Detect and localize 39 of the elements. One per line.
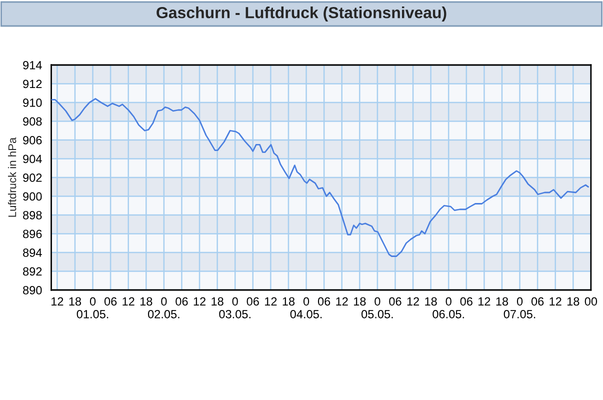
- x-tick-label: 18: [282, 297, 295, 306]
- y-tick-label: 894: [23, 248, 42, 257]
- x-tick-label: 12: [122, 297, 134, 306]
- y-tick-label: 898: [23, 211, 42, 220]
- x-tick-label: 06: [104, 297, 117, 306]
- x-tick-label: 18: [567, 297, 580, 306]
- y-tick-label: 900: [23, 192, 42, 201]
- x-tick-label: 06: [531, 297, 544, 306]
- y-tick-label: 896: [23, 230, 42, 238]
- x-tick-label: 18: [354, 297, 366, 306]
- x-tick-label: 06: [246, 297, 259, 306]
- x-tick-label: 00: [584, 297, 598, 306]
- x-tick-label: 18: [212, 297, 224, 306]
- x-tick-label: 12: [550, 297, 562, 306]
- y-tick-label: 912: [23, 80, 42, 88]
- x-tick-label: 06: [318, 297, 330, 306]
- x-tick-label: 12: [336, 297, 348, 306]
- y-tick-label: 910: [23, 98, 42, 107]
- y-tick-label: 890: [23, 286, 42, 294]
- chart-title: Gaschurn - Luftdruck (Stationsniveau): [156, 6, 446, 22]
- y-tick-label: 892: [23, 267, 42, 276]
- y-tick-label: 908: [23, 117, 42, 126]
- y-tick-label: 904: [23, 154, 42, 164]
- x-tick-label: 18: [425, 297, 437, 306]
- x-tick-label: 12: [265, 297, 277, 306]
- x-tick-label: 18: [140, 297, 152, 306]
- x-tick-label: 12: [407, 297, 419, 306]
- x-tick-label: 06: [389, 297, 402, 306]
- x-tick-label: 12: [478, 297, 490, 306]
- x-tick-label: 18: [496, 297, 508, 306]
- x-tick-label: 06: [460, 297, 472, 306]
- x-tick-label: 12: [52, 297, 64, 306]
- y-axis-title: Luftdruck in hPa: [8, 137, 16, 217]
- x-tick-label: 12: [194, 297, 206, 306]
- x-tick-label: 18: [69, 297, 82, 306]
- y-tick-label: 914: [23, 61, 42, 70]
- y-tick-label: 906: [23, 136, 42, 144]
- y-tick-label: 902: [23, 174, 42, 182]
- x-tick-label: 06: [176, 297, 188, 306]
